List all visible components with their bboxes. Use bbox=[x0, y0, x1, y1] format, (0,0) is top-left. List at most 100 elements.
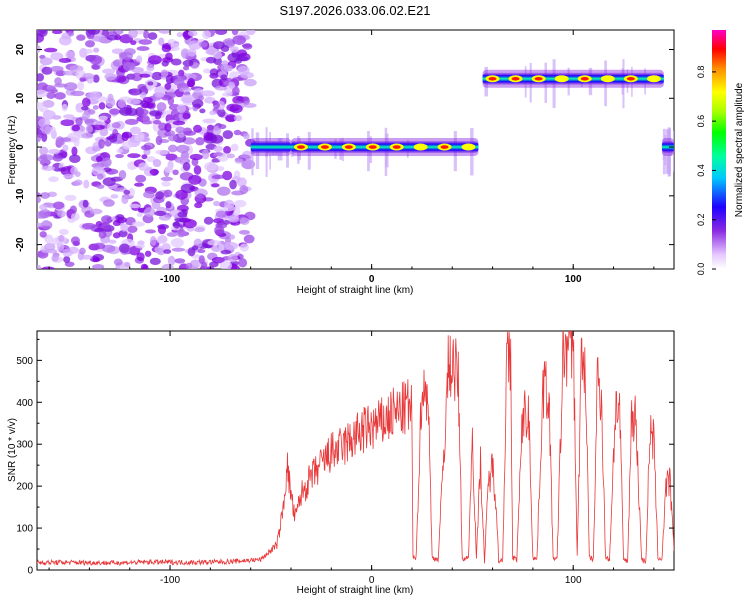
spectrogram-noise-blob bbox=[199, 108, 206, 114]
spectrogram-noise-blob bbox=[55, 235, 67, 244]
spectrogram-noise-blob bbox=[51, 254, 59, 262]
colorbar-tick-label: 0.2 bbox=[696, 213, 706, 226]
snr-panel: -100 0 100 0 100 200 300 400 500 Height of strai… bbox=[7, 330, 675, 596]
spectrogram-noise-blob bbox=[237, 65, 250, 76]
spectrogram-noise-blob bbox=[217, 166, 225, 172]
spectrogram-noise-blob bbox=[202, 30, 212, 40]
spectrogram-noise-blob bbox=[127, 225, 138, 233]
spectrogram-noise-blob bbox=[117, 99, 126, 109]
spectrogram-noise-blob bbox=[37, 30, 48, 37]
spectrogram-noise-blob bbox=[50, 65, 64, 72]
spectrogram-noise-blob bbox=[147, 55, 162, 65]
spectrogram-noise-blob bbox=[194, 202, 203, 209]
spectrogram-noise-blob bbox=[80, 254, 93, 260]
spectrogram-y-label: Frequency (Hz) bbox=[7, 116, 18, 185]
spectrogram-noise-blob bbox=[115, 214, 125, 221]
spectrogram-noise-blob bbox=[154, 210, 167, 217]
spectrogram-noise-blob bbox=[108, 133, 118, 143]
spectrogram-noise-blob bbox=[91, 35, 106, 42]
spectrogram-noise-blob bbox=[205, 56, 217, 64]
spectrogram-noise-blob bbox=[213, 151, 223, 157]
spectrogram-noise-blob bbox=[230, 143, 239, 152]
spectrogram-noise-blob bbox=[41, 165, 56, 171]
spectrogram-noise-blob bbox=[79, 77, 86, 82]
spectrogram-noise-blob bbox=[150, 235, 157, 246]
spectrogram-noise-blob bbox=[82, 111, 91, 120]
spectrogram-noise-blob bbox=[182, 162, 191, 171]
spectrogram-noise-blob bbox=[182, 127, 193, 136]
snr-y-tick-label: 400 bbox=[16, 398, 33, 409]
spectrogram-peak-core bbox=[580, 76, 589, 81]
spectrogram-noise-blob bbox=[239, 217, 250, 225]
spectrogram-noise-blob bbox=[193, 88, 204, 94]
colorbar-label: Normalized spectral amplitude bbox=[734, 82, 745, 217]
spectrogram-noise-blob bbox=[37, 196, 42, 204]
spectrogram-noise-blob bbox=[58, 35, 72, 46]
colorbar-tick-label: 0.0 bbox=[696, 263, 706, 276]
spectrogram-peak-core bbox=[320, 145, 329, 149]
spectrogram-noise-blob bbox=[61, 103, 68, 112]
spectrogram-noise-blob bbox=[39, 209, 51, 219]
spectrogram-noise-blob bbox=[196, 193, 205, 200]
spectrogram-noise-blob bbox=[226, 153, 235, 159]
spectrogram-noise-blob bbox=[165, 201, 172, 209]
spectrogram-noise-blob bbox=[93, 242, 106, 250]
spectrogram-noise-blob bbox=[214, 225, 225, 236]
spectrogram-noise-blob bbox=[82, 72, 95, 80]
spectrogram-noise-blob bbox=[62, 248, 74, 257]
spectrogram-noise-blob bbox=[60, 119, 75, 127]
spectrogram-noise-blob bbox=[200, 261, 208, 269]
spectrogram-noise-blob bbox=[171, 247, 186, 252]
snr-y-tick-label: 500 bbox=[16, 356, 33, 367]
spectrogram-noise-blob bbox=[164, 83, 172, 90]
spectrogram-noise-blob bbox=[228, 215, 240, 223]
spectrogram-y-tick-label: 0 bbox=[15, 144, 26, 150]
colorbar-tick-label: 0.4 bbox=[696, 164, 706, 177]
spectrogram-noise-blob bbox=[222, 170, 233, 181]
spectrogram-noise-blob bbox=[146, 64, 155, 72]
spectrogram-noise-blob bbox=[167, 255, 176, 266]
spectrogram-noise-blob bbox=[110, 194, 119, 199]
spectrogram-noise-blob bbox=[71, 146, 78, 156]
spectrogram-noise-blob bbox=[147, 32, 158, 40]
spectrogram-noise-blob bbox=[213, 51, 223, 60]
spectrogram-noise-blob bbox=[57, 210, 66, 218]
spectrogram-noise-blob bbox=[84, 40, 96, 48]
spectrogram-noise-blob bbox=[219, 260, 232, 269]
spectrogram-noise-blob bbox=[102, 167, 112, 173]
spectrogram-noise-blob bbox=[239, 185, 249, 195]
spectrogram-noise-blob bbox=[128, 203, 141, 209]
spectrogram-noise-blob bbox=[158, 214, 171, 221]
spectrogram-noise-blob bbox=[103, 199, 115, 207]
spectrogram-noise-blob bbox=[127, 153, 141, 159]
spectrogram-band bbox=[661, 141, 674, 154]
spectrogram-noise-blob bbox=[238, 229, 250, 235]
colorbar-ticks: 0.0 0.2 0.4 0.6 0.8 bbox=[696, 66, 716, 276]
spectrogram-noise-blob bbox=[69, 154, 81, 163]
spectrogram-noise-blob bbox=[37, 155, 48, 163]
spectrogram-noise-blob bbox=[243, 78, 257, 87]
spectrogram-noise-blob bbox=[47, 148, 61, 155]
spectrogram-noise-blob bbox=[58, 167, 67, 172]
spectrogram-noise-blob bbox=[165, 153, 178, 161]
spectrogram-noise-blob bbox=[54, 77, 62, 86]
spectrogram-noise-blob bbox=[170, 42, 180, 48]
spectrogram-peak-core bbox=[296, 145, 305, 149]
spectrogram-noise-blob bbox=[124, 118, 139, 125]
spectrogram-noise-blob bbox=[170, 238, 184, 248]
spectrogram-noise-blob bbox=[164, 122, 172, 133]
spectrogram-noise-blob bbox=[242, 43, 253, 50]
spectrogram-noise-blob bbox=[74, 171, 81, 177]
spectrogram-noise-blob bbox=[130, 88, 138, 94]
spectrogram-noise-blob bbox=[122, 62, 136, 71]
spectrogram-noise-blob bbox=[136, 252, 145, 262]
spectrogram-noise-blob bbox=[179, 87, 192, 93]
spectrogram-noise-blob bbox=[53, 83, 68, 88]
spectrogram-noise-blob bbox=[114, 75, 127, 83]
spectrogram-noise-blob bbox=[37, 89, 48, 98]
spectrogram-y-tick-label: -10 bbox=[15, 188, 26, 203]
spectrogram-noise-blob bbox=[204, 162, 217, 171]
spectrogram-noise-blob bbox=[58, 57, 72, 64]
spectrogram-noise-blob bbox=[63, 256, 71, 264]
